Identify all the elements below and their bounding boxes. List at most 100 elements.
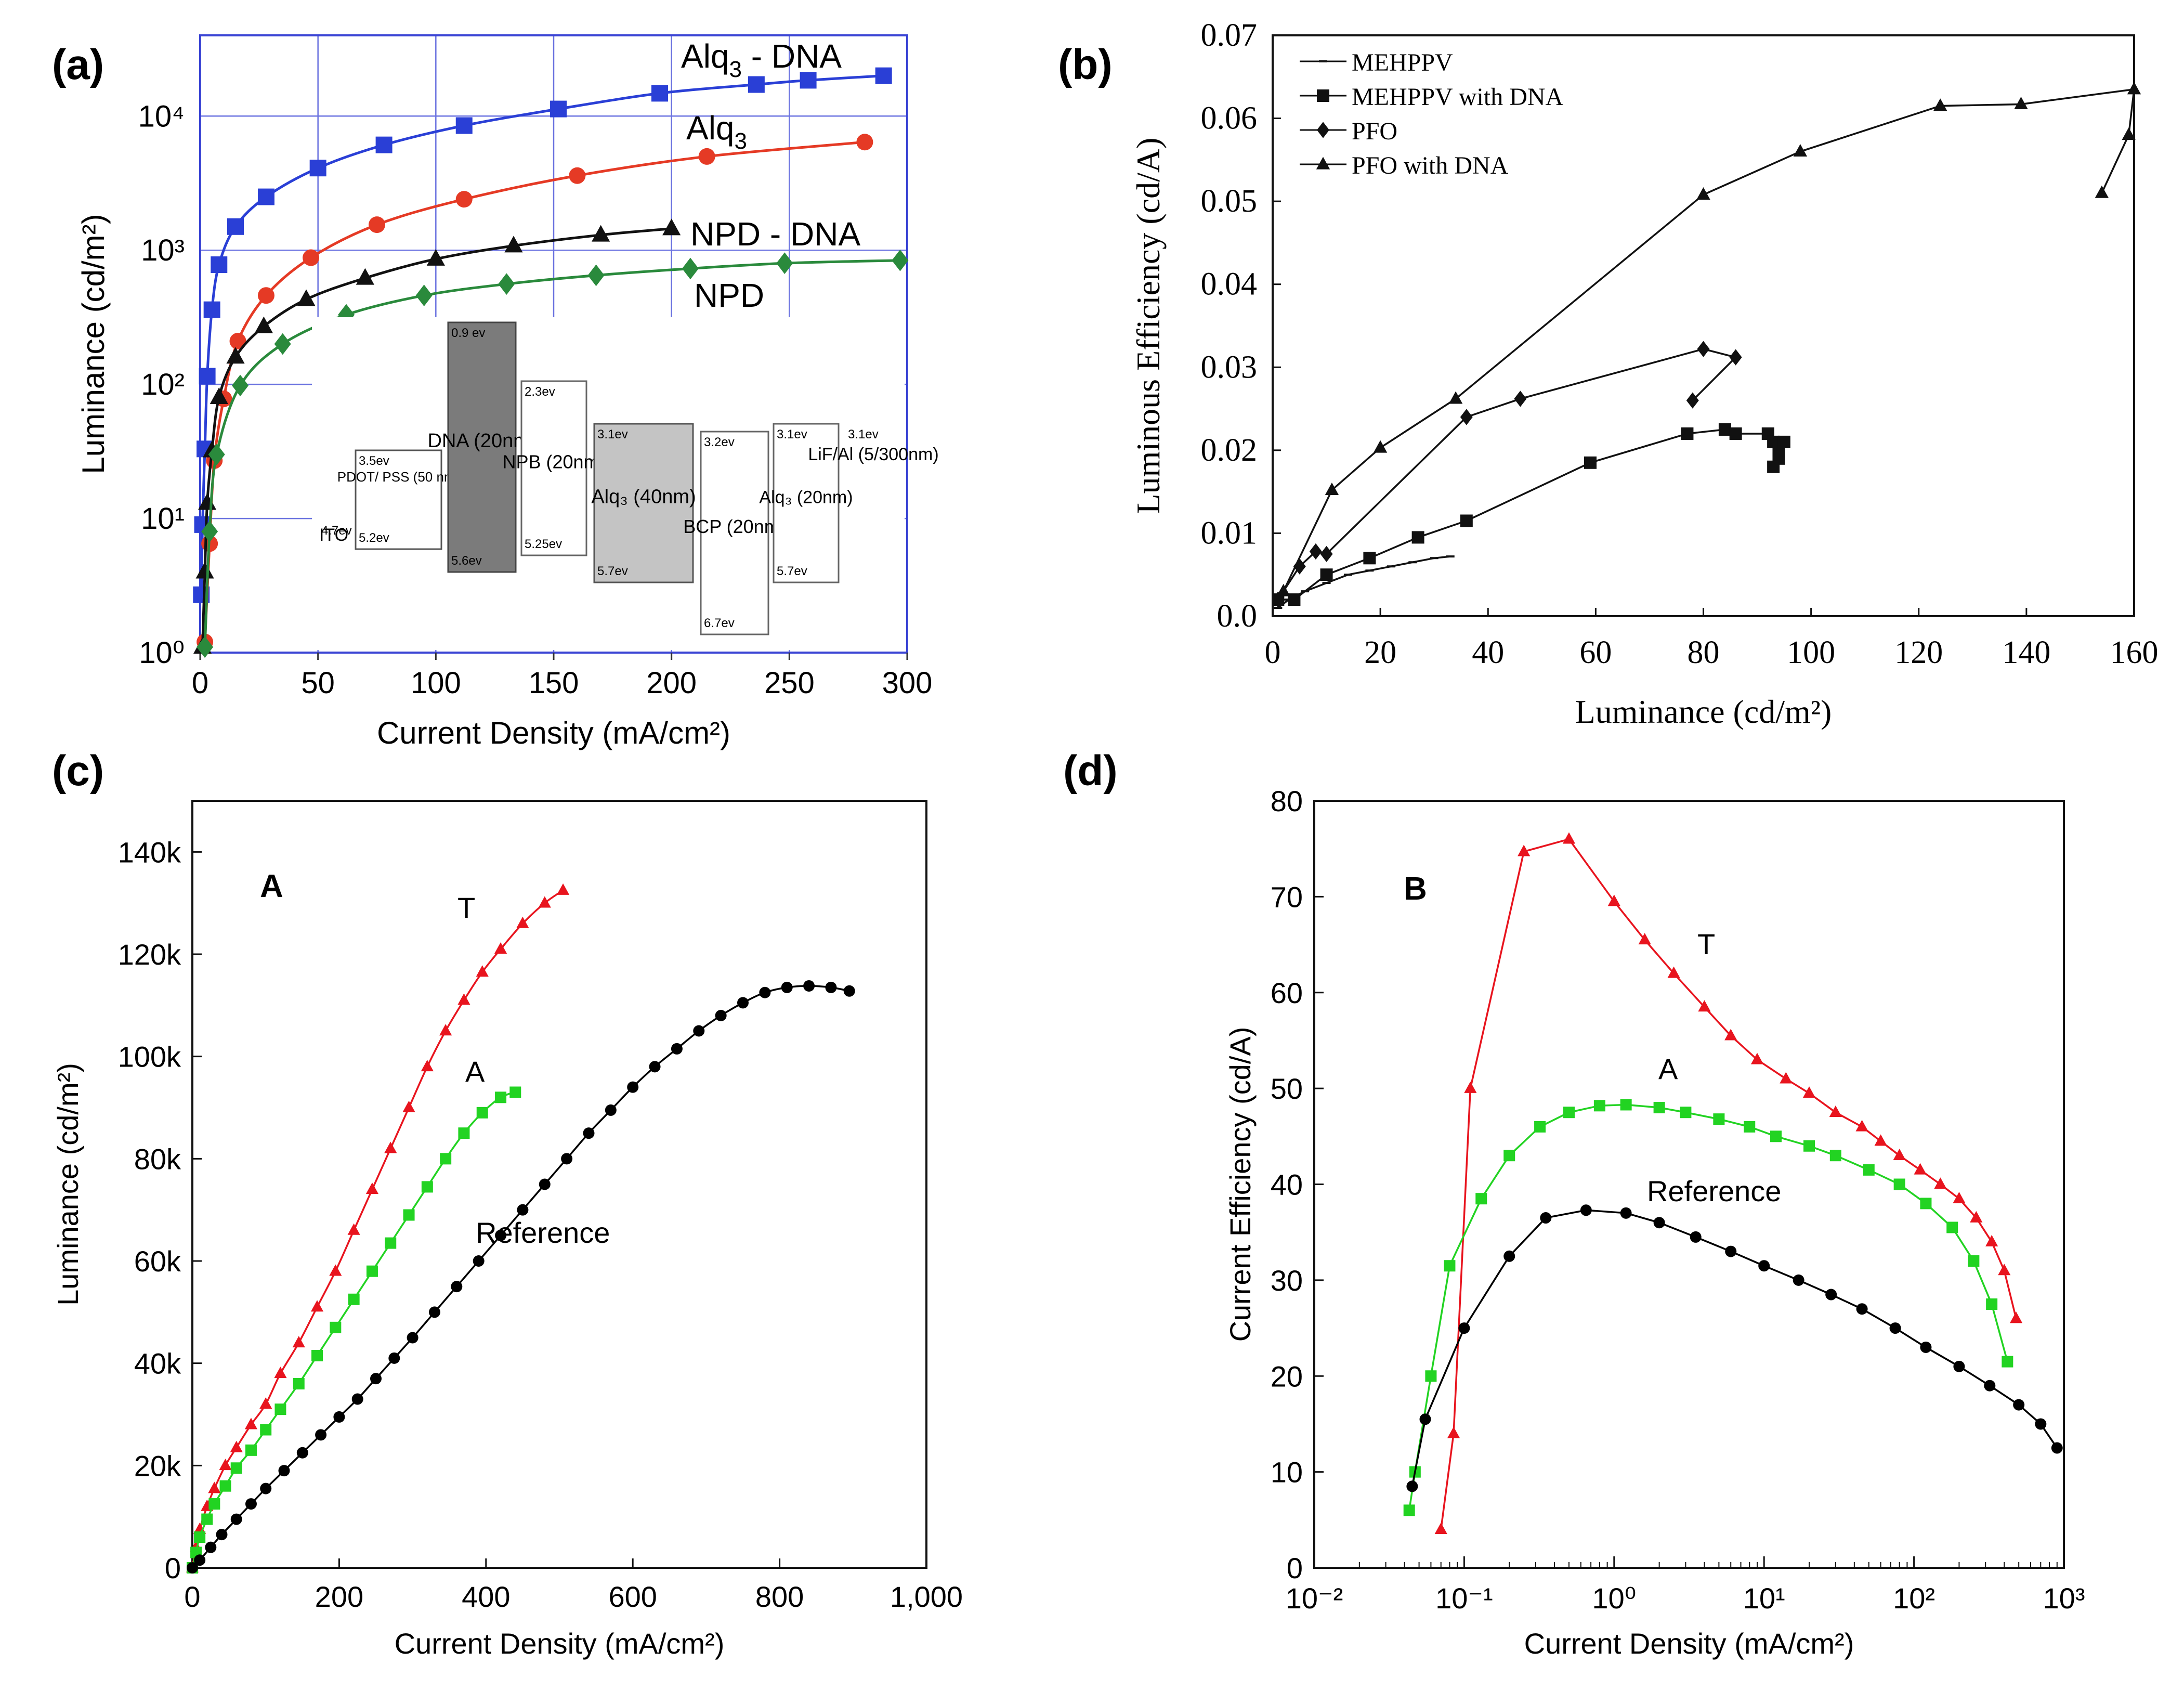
point-d-reference-7 bbox=[1653, 1217, 1665, 1229]
point-c-reference-9 bbox=[315, 1429, 327, 1441]
point-b-mehppv-with-dna-9 bbox=[1729, 427, 1742, 440]
point-b-pfo-0 bbox=[1272, 591, 1285, 608]
point-c-a-20 bbox=[476, 1107, 488, 1119]
point-d-a-3 bbox=[1444, 1260, 1456, 1272]
point-c-t-17 bbox=[421, 1060, 434, 1072]
point-a-alq3-9 bbox=[569, 167, 586, 184]
point-c-reference-34 bbox=[843, 985, 855, 997]
point-b-mehppv-with-dna-13 bbox=[1777, 435, 1790, 448]
x-tick-label-c-3: 600 bbox=[608, 1580, 657, 1613]
point-d-t-16 bbox=[1893, 1148, 1906, 1160]
point-c-reference-13 bbox=[388, 1352, 400, 1364]
point-b-pfo-with-dna-7 bbox=[2014, 97, 2028, 110]
curve-label-d-A: A bbox=[1658, 1052, 1678, 1085]
point-a-alq3-11 bbox=[856, 134, 873, 151]
point-a-alq3-dna-14 bbox=[800, 72, 817, 89]
point-c-a-19 bbox=[458, 1127, 470, 1139]
point-c-a-22 bbox=[509, 1086, 521, 1098]
x-tick-label-d-5: 10³ bbox=[2043, 1582, 2085, 1615]
panel-d-letter: B bbox=[1404, 871, 1427, 907]
inset-level-1-0: 3.5ev bbox=[359, 454, 389, 468]
curve-label-d-reference: Reference bbox=[1647, 1175, 1781, 1207]
point-a-npd-8 bbox=[587, 264, 605, 287]
legend-marker-b-1 bbox=[1317, 89, 1329, 102]
point-d-reference-19 bbox=[2035, 1418, 2047, 1430]
x-tick-label-b-5: 100 bbox=[1787, 635, 1835, 670]
y-tick-label-d-2: 20 bbox=[1271, 1360, 1303, 1393]
y-tick-label-b-7: 0.07 bbox=[1201, 18, 1258, 53]
point-d-reference-10 bbox=[1758, 1260, 1770, 1272]
point-d-a-15 bbox=[1803, 1140, 1815, 1152]
point-b-pfo-with-dna-5 bbox=[1793, 144, 1808, 157]
x-tick-label-d-2: 10⁰ bbox=[1592, 1582, 1636, 1615]
point-b-pfo-with-dna-3 bbox=[1448, 391, 1463, 404]
point-b-mehppv-with-dna-5 bbox=[1460, 514, 1473, 527]
point-d-reference-17 bbox=[1984, 1380, 1996, 1392]
inset-level-3-1: 5.25ev bbox=[525, 537, 562, 551]
point-c-reference-4 bbox=[230, 1513, 242, 1525]
y-tick-label-c-7: 140k bbox=[118, 836, 181, 868]
point-d-t-2 bbox=[1464, 1081, 1477, 1093]
y-tick-label-d-0: 0 bbox=[1287, 1552, 1303, 1584]
point-b-mehppv-with-dna-7 bbox=[1681, 427, 1694, 440]
panel-label-a: (a) bbox=[52, 41, 104, 88]
point-c-a-14 bbox=[366, 1265, 378, 1277]
inset-layer-name-2: DNA (20nm) bbox=[427, 430, 536, 452]
point-d-reference-6 bbox=[1620, 1207, 1632, 1219]
x-tick-label-a-0: 0 bbox=[192, 666, 208, 700]
point-c-a-12 bbox=[330, 1321, 342, 1333]
point-a-alq3-8 bbox=[455, 191, 473, 208]
point-a-npd-dna-12 bbox=[662, 218, 681, 236]
point-d-t-12 bbox=[1802, 1086, 1816, 1098]
point-d-reference-4 bbox=[1540, 1212, 1552, 1224]
point-d-reference-15 bbox=[1920, 1341, 1932, 1353]
point-a-npd-dna-11 bbox=[592, 225, 610, 242]
point-d-a-12 bbox=[1713, 1113, 1725, 1125]
point-d-t-15 bbox=[1874, 1134, 1887, 1146]
point-d-t-1 bbox=[1447, 1426, 1460, 1438]
point-d-t-14 bbox=[1855, 1120, 1868, 1132]
point-c-reference-24 bbox=[627, 1081, 639, 1093]
point-a-alq3-dna-13 bbox=[748, 76, 765, 93]
point-a-alq3-dna-6 bbox=[227, 218, 244, 235]
inset-layer-name-5: BCP (20nm) bbox=[683, 516, 786, 537]
point-a-npd-dna-9 bbox=[426, 249, 445, 266]
inset-level-2-0: 0.9 ev bbox=[451, 326, 485, 340]
point-b-mehppv-with-dna-15 bbox=[1767, 460, 1780, 473]
point-d-t-20 bbox=[1970, 1211, 1983, 1223]
y-tick-label-c-5: 100k bbox=[118, 1041, 181, 1073]
series-line-b-pfo bbox=[1277, 348, 1738, 601]
point-a-npd-1 bbox=[201, 521, 218, 542]
point-d-a-23 bbox=[2002, 1356, 2013, 1368]
point-c-reference-7 bbox=[278, 1465, 290, 1477]
point-c-a-6 bbox=[230, 1462, 242, 1474]
inset-layer-box-2 bbox=[447, 321, 517, 573]
inset-level-4-0: 3.1ev bbox=[597, 427, 628, 441]
point-c-t-9 bbox=[274, 1367, 287, 1379]
x-tick-label-c-4: 800 bbox=[755, 1580, 804, 1613]
point-d-reference-14 bbox=[1889, 1322, 1901, 1334]
inset-layer-box-3 bbox=[520, 380, 587, 556]
point-a-npd-4 bbox=[274, 333, 291, 355]
inset-level-1-1: 5.2ev bbox=[359, 531, 389, 545]
y-tick-label-d-3: 30 bbox=[1271, 1264, 1303, 1297]
y-tick-label-c-2: 40k bbox=[134, 1347, 181, 1380]
point-c-reference-33 bbox=[825, 981, 837, 993]
point-c-t-19 bbox=[457, 993, 470, 1005]
x-tick-label-a-4: 200 bbox=[646, 666, 697, 700]
x-axis-label-c: Current Density (mA/cm²) bbox=[395, 1627, 725, 1660]
point-c-t-20 bbox=[476, 965, 489, 977]
series-line-c-reference bbox=[191, 985, 850, 1569]
point-d-a-11 bbox=[1680, 1107, 1692, 1119]
panel-c-chart: 0 200 400 600 800 1,000 0 20k 40k 60k 80k 100k 120k 1… bbox=[51, 800, 963, 1660]
point-d-reference-3 bbox=[1503, 1250, 1515, 1262]
point-d-a-16 bbox=[1829, 1150, 1841, 1162]
x-axis-label-a: Current Density (mA/cm²) bbox=[377, 716, 730, 750]
point-d-a-2 bbox=[1425, 1370, 1437, 1382]
point-c-t-8 bbox=[259, 1397, 272, 1409]
point-c-a-17 bbox=[421, 1181, 433, 1193]
point-c-reference-26 bbox=[671, 1043, 683, 1055]
point-d-t-7 bbox=[1667, 966, 1680, 978]
point-b-mehppv-with-dna-1 bbox=[1288, 593, 1301, 606]
